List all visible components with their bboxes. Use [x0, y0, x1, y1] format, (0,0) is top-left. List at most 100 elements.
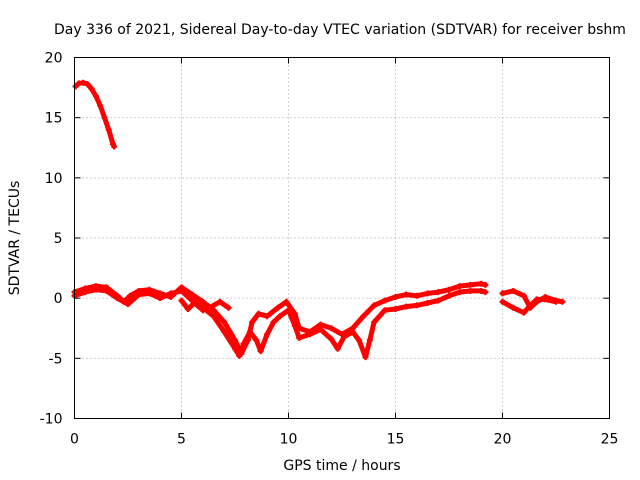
data-point	[178, 287, 185, 294]
data-point	[199, 298, 206, 305]
data-point	[285, 307, 292, 314]
data-point	[276, 313, 283, 320]
x-tick-label: 0	[70, 432, 79, 448]
data-point	[328, 325, 335, 332]
data-point	[191, 299, 198, 306]
x-tick-label: 15	[387, 432, 405, 448]
data-point	[157, 295, 164, 302]
data-point	[520, 309, 527, 316]
data-point	[199, 307, 206, 314]
chart-title: Day 336 of 2021, Sidereal Day-to-day VTE…	[54, 22, 626, 38]
data-point	[240, 340, 247, 347]
data-point	[178, 297, 185, 304]
data-point	[456, 289, 463, 296]
series-trace	[73, 80, 117, 149]
data-point	[366, 337, 373, 344]
data-point	[221, 328, 228, 335]
data-point	[236, 352, 243, 359]
data-point	[189, 291, 196, 298]
data-point	[217, 298, 224, 305]
data-point	[221, 319, 228, 326]
data-point	[249, 319, 256, 326]
data-point	[328, 336, 335, 343]
data-point	[184, 305, 191, 312]
y-tick-label: 20	[45, 51, 63, 67]
data-point	[499, 298, 506, 305]
data-point	[232, 345, 238, 352]
data-point	[467, 281, 474, 288]
data-series	[71, 79, 566, 361]
data-point	[478, 287, 485, 294]
data-point	[334, 345, 341, 352]
data-point	[467, 287, 474, 294]
data-point	[72, 83, 79, 90]
data-point	[381, 307, 388, 314]
data-point	[413, 292, 420, 299]
y-axis-ticks: -10 -5 0 5 10 15 20	[40, 51, 610, 428]
data-point	[210, 313, 217, 320]
data-point	[482, 281, 489, 288]
data-point	[392, 305, 399, 312]
data-point	[371, 319, 378, 326]
y-tick-label: -10	[40, 412, 63, 428]
data-point	[135, 291, 142, 298]
data-point	[114, 295, 121, 302]
data-point	[392, 293, 399, 300]
data-point	[381, 297, 388, 304]
x-tick-label: 5	[177, 432, 186, 448]
data-point	[167, 290, 174, 297]
x-tick-label: 20	[494, 432, 512, 448]
data-point	[456, 283, 463, 290]
data-point	[97, 102, 104, 109]
data-point	[527, 302, 534, 309]
data-point	[435, 297, 442, 304]
data-point	[371, 302, 378, 309]
data-point	[206, 304, 213, 311]
data-point	[253, 337, 260, 344]
data-point	[362, 354, 369, 361]
data-point	[435, 289, 442, 296]
data-point	[291, 310, 298, 317]
data-point	[446, 286, 452, 293]
data-point	[232, 337, 238, 344]
data-point	[264, 313, 271, 320]
data-point	[306, 331, 313, 338]
y-tick-label: 10	[45, 171, 63, 187]
data-point	[349, 328, 356, 335]
data-point	[225, 304, 232, 311]
data-point	[257, 348, 264, 355]
data-point	[360, 313, 367, 320]
data-point	[520, 292, 527, 299]
x-axis-ticks: 0 5 10 15 20 25	[70, 57, 619, 448]
data-point	[274, 304, 281, 311]
y-tick-label: -5	[49, 351, 63, 367]
data-point	[553, 298, 559, 305]
series-trace	[72, 287, 488, 360]
data-point	[356, 337, 363, 344]
data-point	[125, 301, 131, 308]
data-point	[101, 114, 108, 121]
data-point	[403, 303, 410, 310]
x-tick-label: 25	[601, 432, 619, 448]
data-point	[296, 334, 303, 341]
data-point	[82, 289, 89, 296]
data-point	[291, 322, 298, 329]
y-tick-label: 15	[45, 111, 63, 127]
data-point	[403, 291, 410, 298]
data-point	[270, 319, 277, 326]
data-point	[533, 296, 540, 303]
data-point	[341, 333, 348, 340]
data-point	[317, 326, 324, 333]
data-point	[111, 143, 118, 150]
data-point	[559, 298, 566, 305]
data-point	[127, 292, 134, 299]
y-axis-label: SDTVAR / TECUs	[7, 181, 23, 296]
data-point	[146, 290, 153, 297]
data-point	[510, 287, 517, 294]
data-point	[510, 304, 517, 311]
data-point	[105, 126, 112, 133]
data-point	[264, 331, 271, 338]
grid-lines	[74, 57, 610, 419]
y-tick-label: 0	[54, 291, 63, 307]
